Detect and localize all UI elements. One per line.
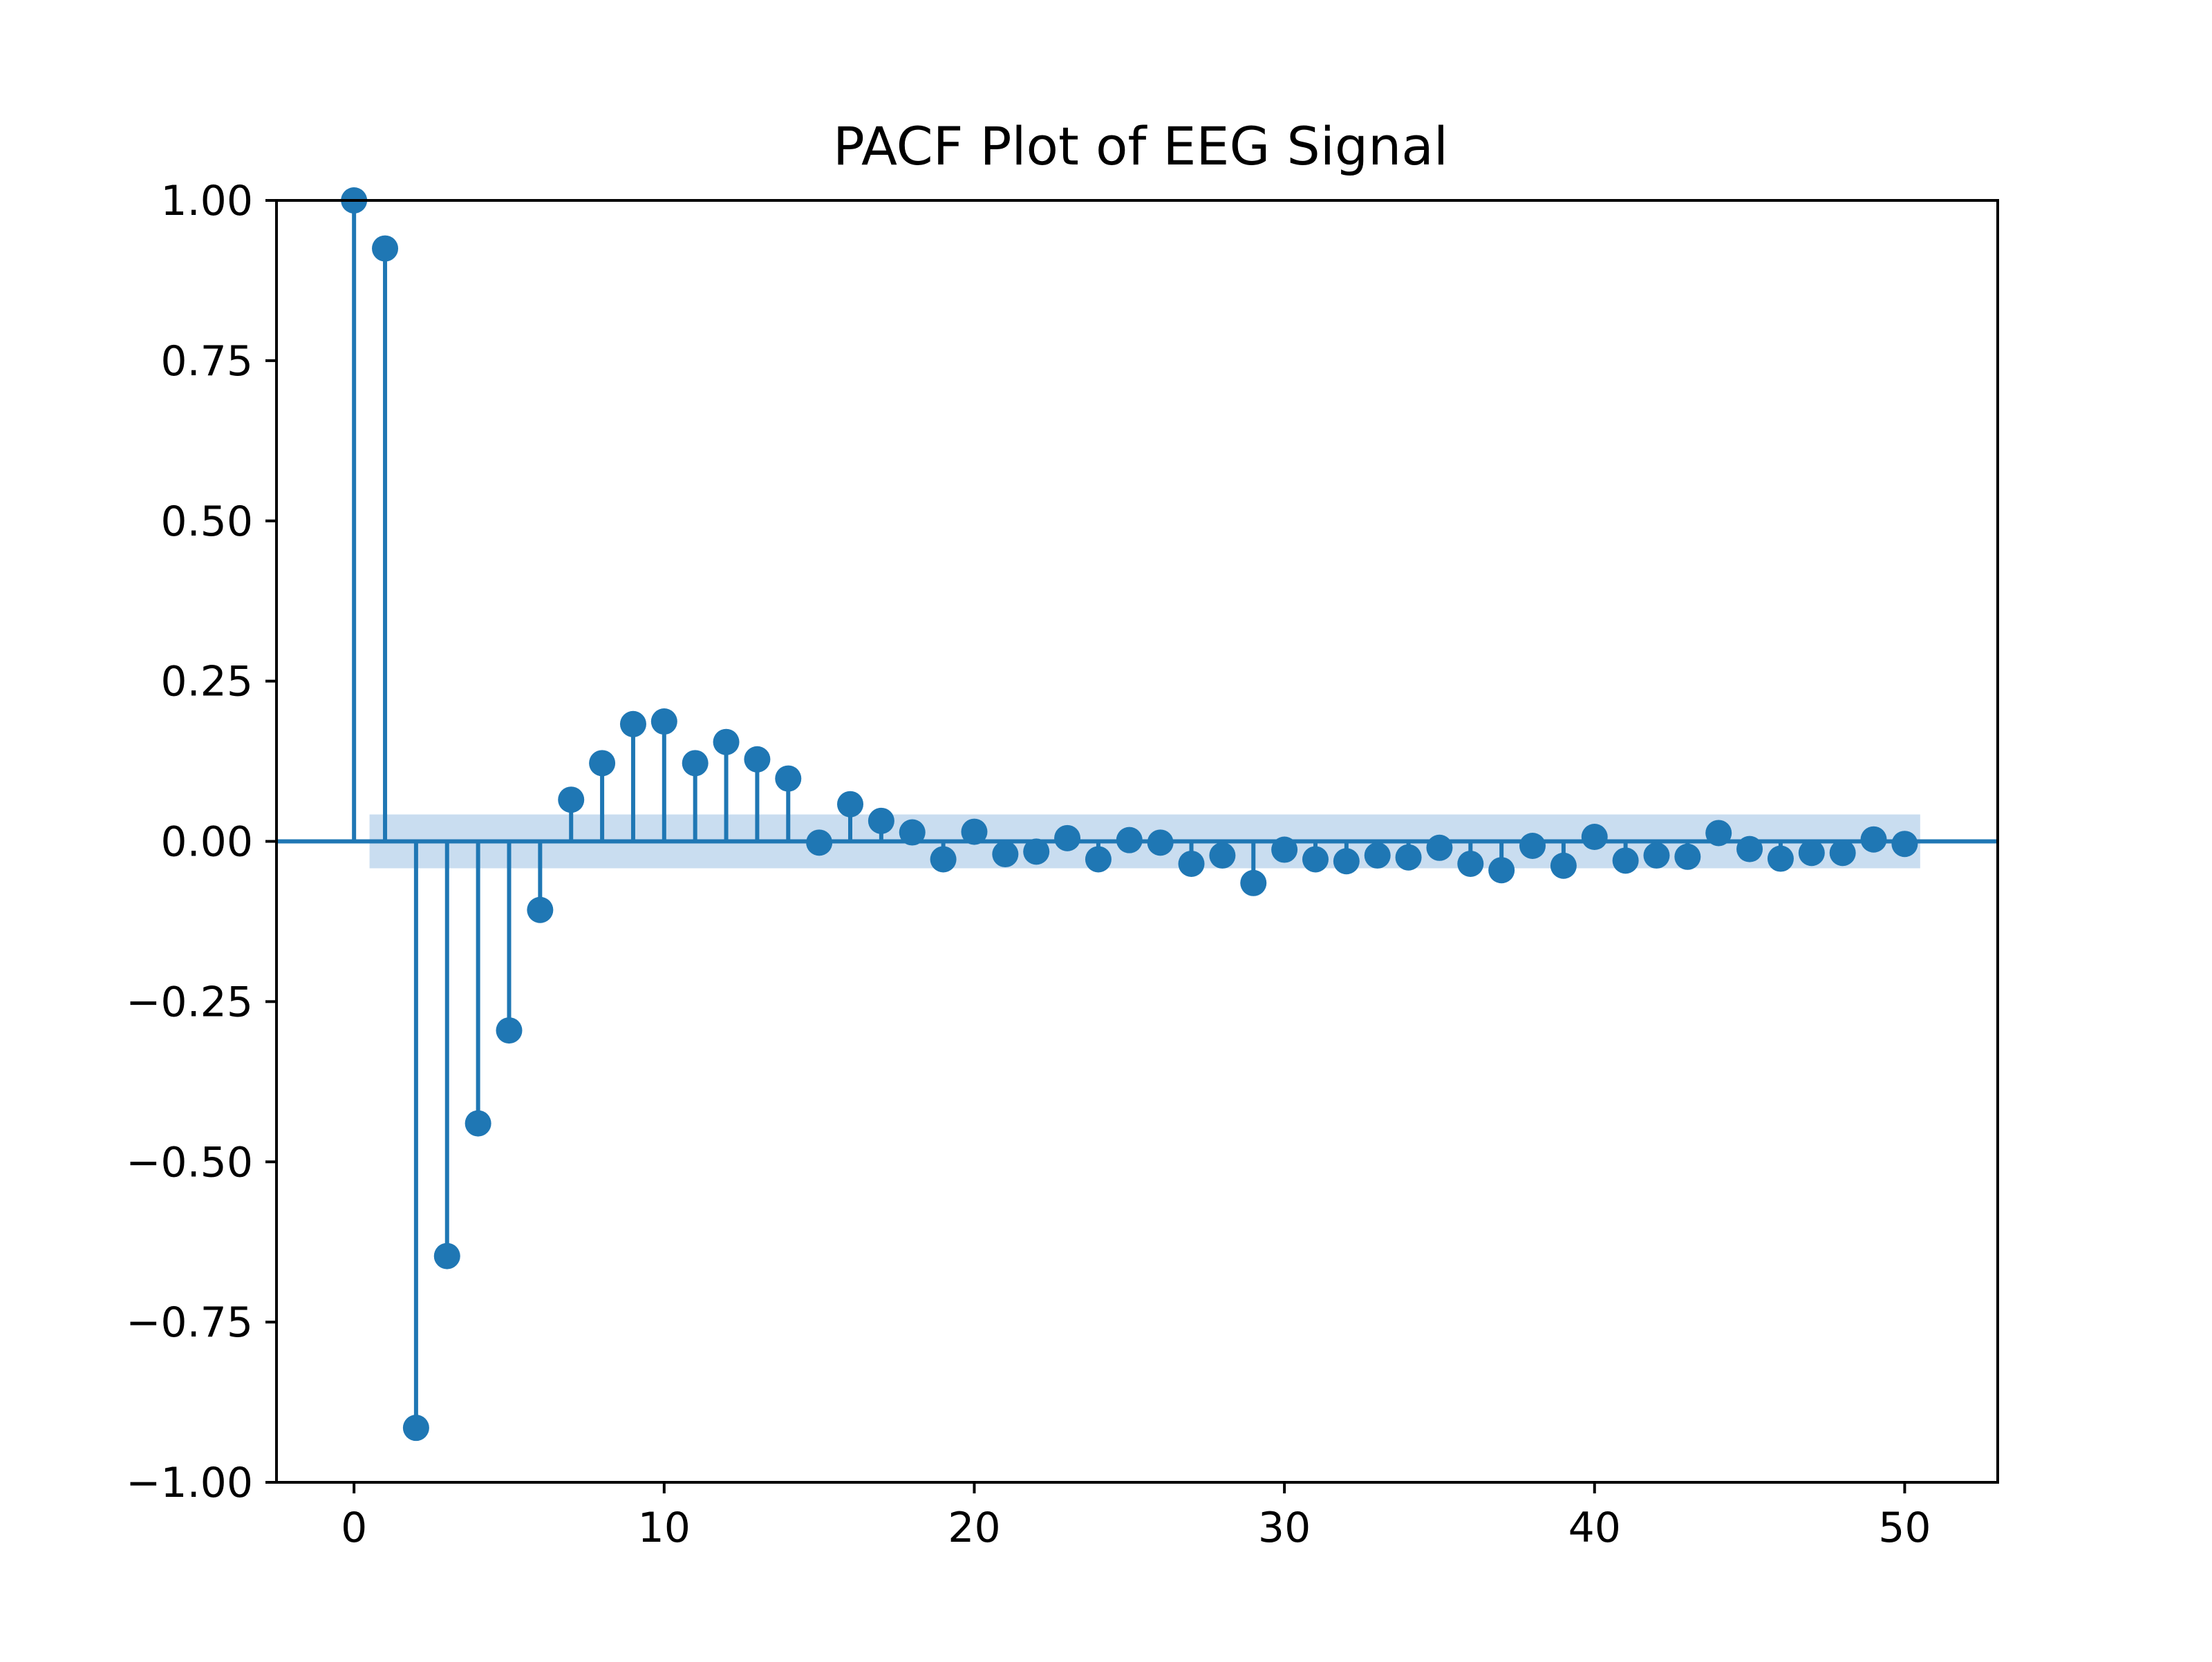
data-point [1891, 831, 1918, 858]
data-point [527, 896, 554, 923]
marker-layer [341, 187, 1918, 1442]
data-point [433, 1243, 460, 1269]
data-point [1612, 847, 1639, 874]
x-tick-label: 20 [948, 1504, 1000, 1552]
y-tick-label: −0.50 [126, 1138, 253, 1187]
x-tick-label: 50 [1878, 1504, 1931, 1552]
y-tick-label: 0.50 [160, 498, 253, 546]
data-point [1736, 835, 1763, 862]
data-point [1643, 842, 1670, 869]
data-point [837, 791, 863, 818]
y-tick-label: 1.00 [160, 177, 253, 225]
data-point [1550, 852, 1577, 879]
data-point [806, 829, 833, 856]
data-point [650, 708, 677, 735]
axis-layer: 0 10 20 30 40 50 1.00 0.75 0.50 0.25 0.00 −0.25 −0.5… [126, 177, 1999, 1552]
data-point [1426, 834, 1453, 861]
data-point [899, 819, 926, 846]
chart-title: PACF Plot of EEG Signal [833, 115, 1448, 177]
x-tick-label: 0 [341, 1504, 367, 1552]
data-point [992, 841, 1019, 868]
data-point [1023, 838, 1050, 865]
data-point [744, 746, 771, 773]
y-tick-label: −1.00 [126, 1459, 253, 1507]
data-point [1860, 826, 1887, 853]
data-point [1054, 824, 1081, 851]
data-point [1364, 842, 1391, 869]
data-point [1178, 850, 1205, 877]
y-tick-label: 0.25 [160, 658, 253, 706]
y-tick-label: −0.25 [126, 978, 253, 1026]
data-point [402, 1415, 429, 1442]
data-point [1457, 850, 1484, 877]
x-tick-label: 40 [1568, 1504, 1621, 1552]
data-point [372, 235, 399, 262]
data-point [1705, 820, 1732, 847]
data-point [868, 807, 894, 834]
data-point [930, 846, 957, 873]
data-point [1116, 827, 1143, 853]
y-tick-label: 0.00 [160, 818, 253, 867]
data-point [1085, 846, 1112, 873]
y-tick-label: 0.75 [160, 337, 253, 386]
data-point [1302, 846, 1329, 873]
data-point [465, 1110, 491, 1137]
data-point [1271, 836, 1298, 863]
data-point [682, 750, 709, 777]
data-point [496, 1017, 523, 1044]
data-point [1147, 829, 1174, 856]
data-point [1798, 840, 1825, 867]
data-point [1209, 842, 1236, 869]
data-point [961, 818, 988, 845]
data-point [713, 728, 740, 755]
data-point [1395, 844, 1422, 871]
data-point [589, 750, 616, 777]
x-tick-label: 30 [1258, 1504, 1311, 1552]
data-point [558, 786, 585, 813]
data-point [619, 710, 646, 737]
x-tick-label: 10 [638, 1504, 691, 1552]
data-point [1674, 843, 1701, 870]
data-point [1519, 832, 1546, 859]
data-point [1581, 824, 1608, 851]
data-point [1488, 857, 1515, 884]
data-point [1829, 840, 1856, 867]
data-point [775, 765, 802, 792]
y-tick-label: −0.75 [126, 1299, 253, 1347]
data-point [1767, 845, 1794, 872]
data-point [1240, 869, 1267, 896]
data-point [1333, 848, 1360, 875]
